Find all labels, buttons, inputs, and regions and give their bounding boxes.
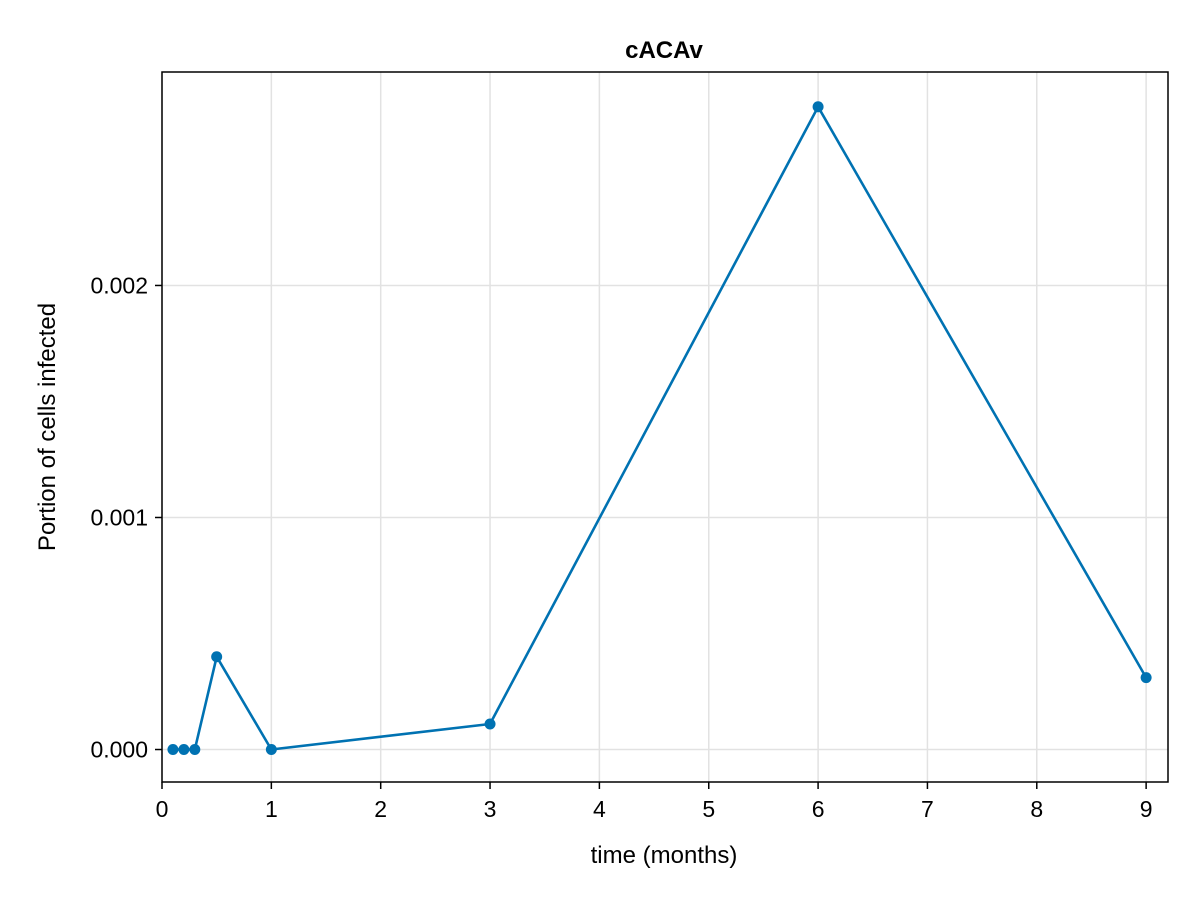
y-tick-label: 0.001 [90, 504, 148, 530]
data-point [178, 744, 190, 756]
data-point [167, 744, 179, 756]
data-point [812, 101, 824, 113]
x-tick-label: 2 [374, 796, 387, 822]
chart-title: cACAv [625, 37, 703, 64]
y-axis-label: Portion of cells infected [34, 303, 61, 551]
plot-area-frame [161, 71, 1169, 783]
x-tick-label: 3 [484, 796, 497, 822]
data-point [189, 744, 201, 756]
x-tick-label: 7 [921, 796, 934, 822]
data-point [211, 651, 223, 663]
x-tick-label: 5 [702, 796, 715, 822]
series-line [172, 105, 1148, 751]
y-tick-label: 0.002 [90, 272, 148, 298]
grid-lines [161, 72, 1168, 782]
x-tick-label: 8 [1030, 796, 1043, 822]
data-point [1140, 672, 1152, 684]
data-point [484, 718, 496, 730]
x-tick-label: 6 [812, 796, 825, 822]
x-axis-label: time (months) [591, 842, 738, 869]
x-tick-label: 0 [156, 796, 169, 822]
y-tick-label: 0.000 [90, 737, 148, 763]
axis-ticks: 0 1 2 3 4 5 6 7 8 9 0.000 0.001 0.002 [90, 272, 1152, 822]
data-point [265, 744, 277, 756]
x-tick-label: 1 [265, 796, 278, 822]
x-tick-label: 4 [593, 796, 606, 822]
series-layer [167, 101, 1152, 756]
x-tick-label: 9 [1140, 796, 1153, 822]
